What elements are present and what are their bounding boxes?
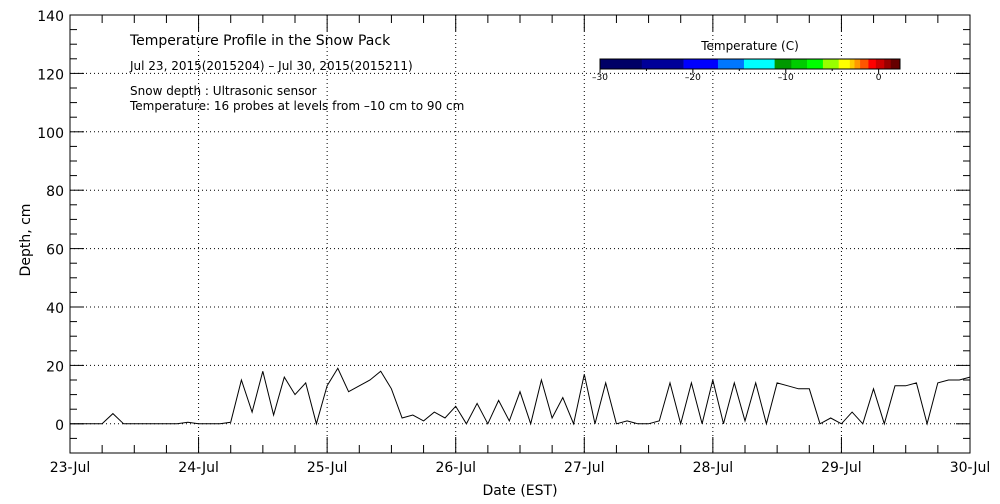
colorbar-segment — [743, 59, 775, 69]
x-tick-label: 30-Jul — [950, 460, 991, 476]
grid — [70, 15, 970, 453]
annotation-temperature: Temperature: 16 probes at levels from –1… — [129, 99, 464, 113]
y-tick-label: 140 — [37, 9, 64, 25]
x-axis-label: Date (EST) — [482, 483, 557, 499]
series-layer — [70, 367, 971, 426]
x-tick-label: 24-Jul — [178, 460, 219, 476]
annotation-snow-depth: Snow depth : Ultrasonic sensor — [130, 84, 317, 98]
colorbar-segment — [774, 59, 792, 69]
colorbar-segment — [849, 59, 855, 69]
x-tick-label: 26-Jul — [435, 460, 476, 476]
colorbar-segment — [822, 59, 839, 69]
y-axis-label: Depth, cm — [18, 204, 34, 277]
colorbar-tick-label: –30 — [592, 73, 608, 83]
y-tick-label: 100 — [37, 126, 64, 142]
x-tick-label: 23-Jul — [50, 460, 91, 476]
colorbar-segment — [868, 59, 877, 69]
plot-frame — [69, 14, 971, 454]
colorbar-tick-label: –10 — [778, 73, 794, 83]
y-tick-label: 40 — [46, 301, 64, 317]
temperature-colorbar: Temperature (C) –30 –20 –10 0 — [592, 39, 901, 83]
colorbar-segment — [875, 59, 885, 69]
axis-ticks: 0 20 40 60 80 100 120 140 23-Jul 24-Jul 25-Jul 26-J… — [37, 9, 990, 476]
colorbar-tick-label: –20 — [685, 73, 701, 83]
chart-subtitle: Jul 23, 2015(2015204) – Jul 30, 2015(201… — [129, 59, 413, 73]
colorbar-segment — [717, 59, 745, 69]
y-tick-label: 0 — [55, 418, 64, 434]
colorbar-segment — [807, 59, 824, 69]
x-tick-label: 28-Jul — [693, 460, 734, 476]
colorbar-tick-label: 0 — [876, 73, 882, 83]
colorbar-segment — [641, 59, 684, 69]
x-tick-label: 27-Jul — [564, 460, 605, 476]
y-tick-label: 20 — [46, 359, 64, 375]
colorbar-segment — [791, 59, 808, 69]
y-tick-label: 120 — [37, 67, 64, 83]
colorbar-segment — [890, 59, 901, 69]
colorbar-segment — [884, 59, 892, 69]
colorbar-segment — [838, 59, 851, 69]
snow-depth-line — [70, 367, 971, 426]
colorbar-segment — [860, 59, 869, 69]
chart-title: Temperature Profile in the Snow Pack — [129, 33, 391, 49]
colorbar-segment — [854, 59, 861, 69]
y-tick-label: 80 — [46, 184, 64, 200]
y-tick-label: 60 — [46, 243, 64, 259]
colorbar-segment — [600, 59, 643, 69]
x-tick-label: 25-Jul — [307, 460, 348, 476]
colorbar-frame — [599, 58, 901, 70]
x-tick-label: 29-Jul — [821, 460, 862, 476]
colorbar-segment — [683, 59, 719, 69]
colorbar-title: Temperature (C) — [700, 39, 799, 53]
